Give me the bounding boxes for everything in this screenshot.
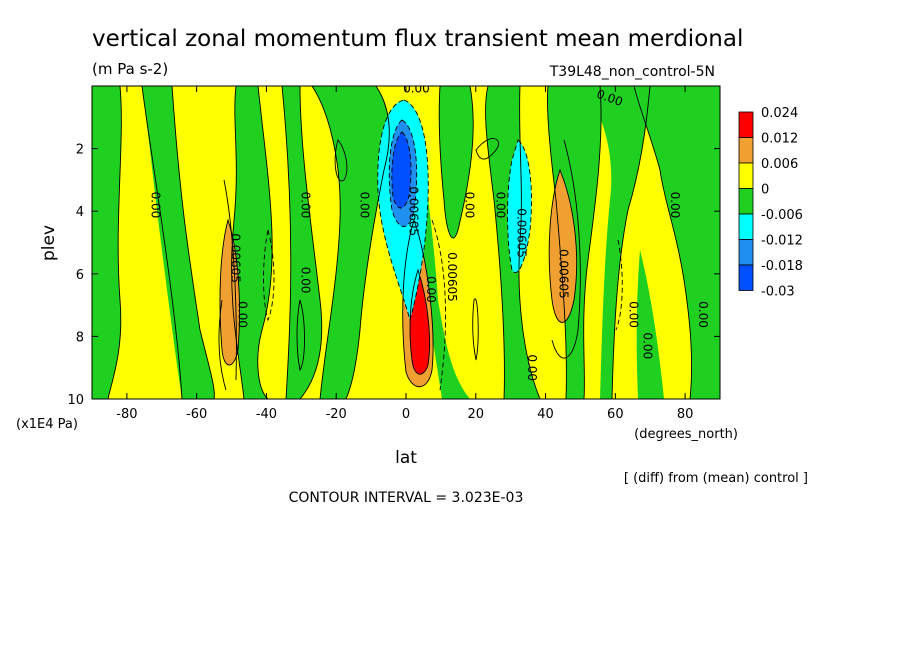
legend-label-4: -0.006 xyxy=(761,208,803,223)
x-tick-label-3: -20 xyxy=(326,407,347,422)
contour-label-19: 0.00 xyxy=(525,354,539,381)
x-tick-label-5: 20 xyxy=(468,407,485,422)
contour-label-6: 0.00 xyxy=(494,192,508,219)
contour-label-5: 0.00 xyxy=(462,192,476,219)
contour-label-0: 0.00 xyxy=(403,81,430,95)
x-tick-label-2: -40 xyxy=(256,407,277,422)
contour-interval: CONTOUR INTERVAL = 3.023E-03 xyxy=(289,490,524,506)
y-tick-label-0: 2 xyxy=(76,143,84,158)
plot-area: 0.00 0.000.00 0.00 0.00 0.00 0.00 0.000.00605 0… xyxy=(92,81,720,399)
contour-label-12: 0.00605 xyxy=(557,249,571,299)
y-axis-label: plev xyxy=(39,225,59,261)
contour-label-4: 0.00 xyxy=(358,192,372,219)
contour-label-13: 0.00 xyxy=(236,301,250,328)
contour-label-16: 0.00 xyxy=(626,301,640,328)
units-label: (m Pa s-2) xyxy=(92,60,168,78)
contour-lines xyxy=(107,86,693,399)
contour-label-11: 0.00605 xyxy=(229,233,243,283)
legend-swatch-3 xyxy=(738,188,754,215)
contour-labels: 0.00 0.000.00 0.00 0.00 0.00 0.00 0.000.00605 0… xyxy=(148,81,710,381)
x-tick-label-7: 60 xyxy=(607,407,624,422)
legend-label-1: 0.012 xyxy=(761,132,798,147)
deep-blue-region xyxy=(391,132,411,208)
y-tick-label-2: 6 xyxy=(76,268,84,283)
contour-label-8: 0.00605 xyxy=(406,186,420,236)
x-tick-label-8: 80 xyxy=(677,407,694,422)
chart-title: vertical zonal momentum flux transient m… xyxy=(92,26,743,52)
contour-label-15: 0.00 xyxy=(424,276,438,303)
legend-label-6: -0.018 xyxy=(761,259,803,274)
legend-swatch-4 xyxy=(738,213,754,240)
dashed-contour-lines xyxy=(263,99,623,391)
x-axis-units: (degrees_north) xyxy=(634,427,738,442)
run-label: T39L48_non_control-5N xyxy=(549,64,715,80)
legend-swatch-0 xyxy=(738,111,754,138)
contour-label-10: 0.00605 xyxy=(445,252,459,302)
y-tick-label-4: 10 xyxy=(67,393,84,408)
legend-label-3: 0 xyxy=(761,183,769,198)
legend-swatch-5 xyxy=(738,239,754,266)
y-axis-units: (x1E4 Pa) xyxy=(16,417,78,432)
x-tick-label-0: -80 xyxy=(116,407,137,422)
x-tick-label-4: 0 xyxy=(402,407,410,422)
legend-swatch-6 xyxy=(738,264,754,291)
contour-label-2: 0.00 xyxy=(148,192,162,219)
x-tick-label-1: -60 xyxy=(186,407,207,422)
legend-label-5: -0.012 xyxy=(761,234,803,249)
x-axis: -80 -60 -40 -20 0 20 40 60 80 xyxy=(116,86,693,422)
x-tick-label-6: 40 xyxy=(537,407,554,422)
contour-label-9: 0.00605 xyxy=(515,208,529,258)
footnote: [ (diff) from (mean) control ] xyxy=(624,471,808,486)
x-axis-label: lat xyxy=(395,448,417,468)
contour-label-3: 0.00 xyxy=(298,192,312,219)
legend-label-0: 0.024 xyxy=(761,106,798,121)
contour-label-17: 0.00 xyxy=(696,301,710,328)
y-tick-label-1: 4 xyxy=(76,205,84,220)
y-tick-label-3: 8 xyxy=(76,330,84,345)
contour-label-14: 0.00 xyxy=(298,267,312,294)
legend-label-7: -0.03 xyxy=(761,285,795,300)
legend-label-2: 0.006 xyxy=(761,157,798,172)
legend-swatch-1 xyxy=(738,137,754,164)
color-legend: 0.024 0.012 0.006 0 -0.006 -0.012 -0.018 -0.03 xyxy=(738,106,803,300)
contour-label-7: 0.00 xyxy=(668,192,682,219)
y-axis: 2 4 6 8 10 xyxy=(67,143,720,408)
legend-swatch-2 xyxy=(738,162,754,189)
contour-label-18: 0.00 xyxy=(640,332,654,359)
